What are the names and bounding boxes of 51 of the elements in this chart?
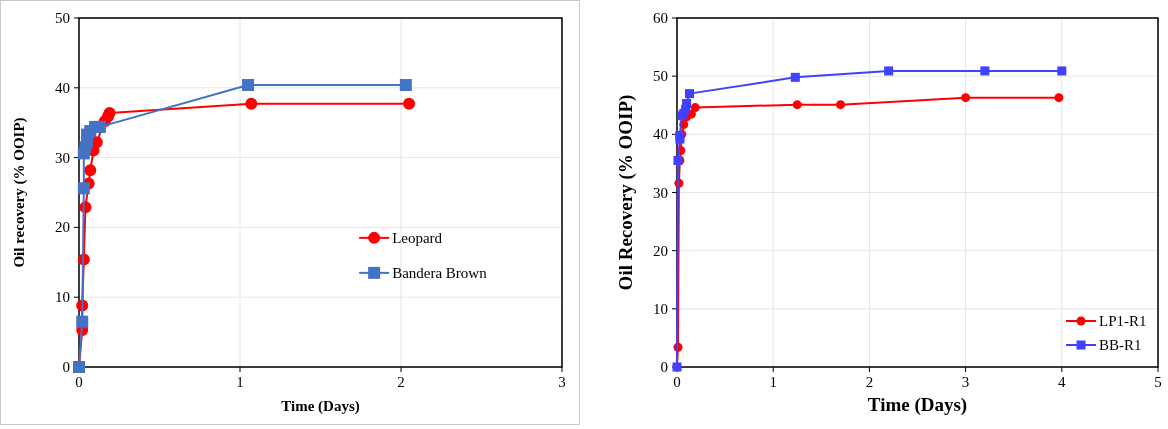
x-tick-label: 5	[1154, 374, 1162, 390]
x-tick-label: 1	[769, 374, 777, 390]
legend-label: LP1-R1	[1099, 313, 1147, 329]
y-tick-label: 10	[55, 289, 70, 306]
y-axis-title: Oil Recovery (% OOIP)	[615, 94, 637, 291]
legend-label: Leopard	[392, 229, 443, 246]
x-tick-label: 2	[397, 374, 405, 390]
point	[792, 100, 802, 110]
x-tick-label: 3	[558, 374, 566, 390]
x-tick-label: 1	[236, 374, 244, 390]
x-tick-label: 0	[75, 374, 83, 390]
x-tick-label: 4	[1058, 374, 1067, 390]
point	[84, 164, 97, 177]
point	[790, 72, 800, 82]
point	[961, 93, 971, 103]
y-tick-label: 40	[55, 79, 70, 96]
point	[980, 66, 990, 76]
point	[93, 120, 106, 133]
point	[403, 97, 416, 110]
point	[690, 103, 700, 113]
y-tick-label: 0	[62, 359, 70, 375]
point	[245, 97, 258, 110]
x-tick-label: 2	[865, 374, 874, 390]
y-tick-label: 50	[653, 68, 668, 85]
point	[836, 100, 846, 110]
point	[76, 315, 89, 328]
x-axis-title: Time (Days)	[281, 398, 360, 415]
point	[103, 106, 116, 119]
y-tick-label: 20	[55, 219, 70, 236]
y-tick-label: 60	[653, 10, 668, 26]
y-tick-label: 10	[653, 300, 668, 317]
point	[399, 79, 412, 92]
legend-label: BB-R1	[1099, 337, 1142, 353]
point	[682, 99, 692, 109]
point	[242, 79, 255, 92]
point	[884, 66, 894, 76]
point	[1057, 66, 1067, 76]
y-tick-label: 50	[55, 10, 70, 26]
y-tick-label: 0	[660, 359, 668, 375]
legend-label: Bandera Brown	[392, 264, 488, 281]
y-tick-label: 30	[55, 149, 70, 166]
point	[77, 182, 90, 195]
y-tick-label: 40	[653, 126, 668, 143]
y-axis-title: Oil recovery (% OOIP)	[11, 117, 28, 268]
x-tick-label: 0	[673, 374, 681, 390]
y-tick-label: 30	[653, 184, 668, 201]
x-axis-title: Time (Days)	[867, 394, 968, 416]
point	[685, 89, 695, 99]
x-tick-label: 3	[961, 374, 970, 390]
point	[1054, 93, 1064, 103]
y-tick-label: 20	[653, 242, 668, 259]
